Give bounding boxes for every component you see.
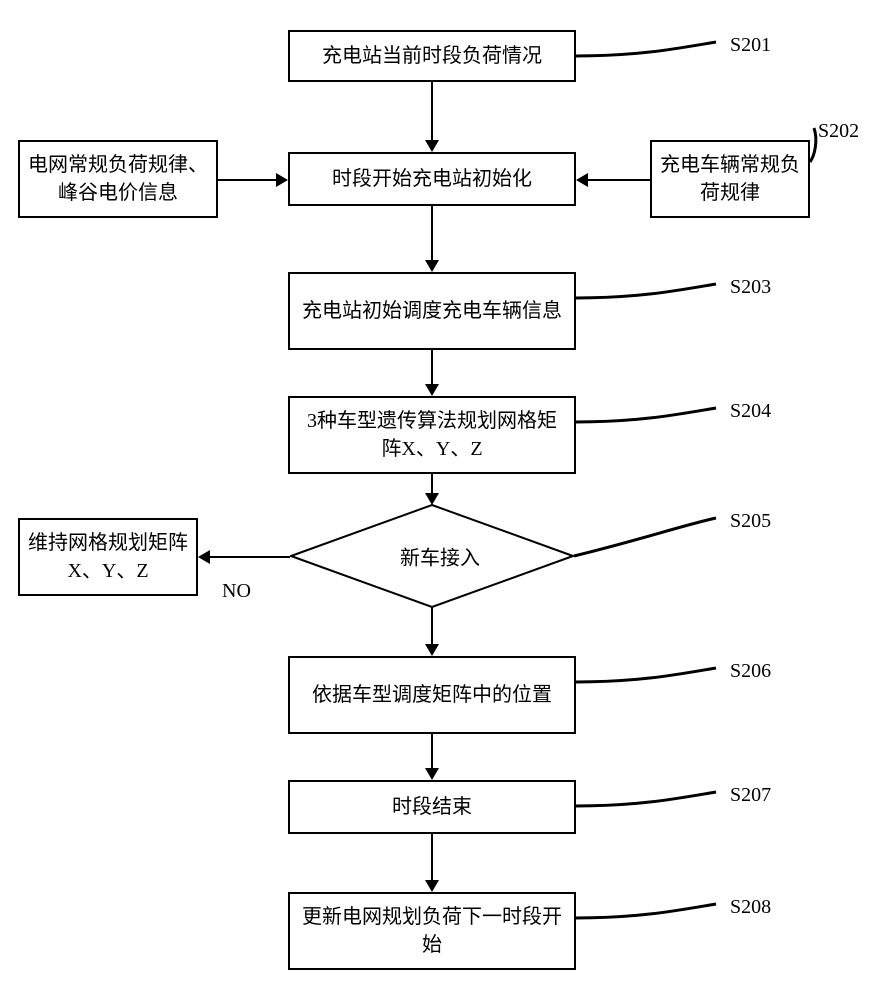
arrow-horizontal [218,179,278,181]
node-text: 依据车型调度矩阵中的位置 [312,681,552,709]
arrow-head-down-icon [425,384,439,396]
arrow-vertical [431,82,433,142]
node-s202: 时段开始充电站初始化 [288,152,576,206]
node-text: 电网常规负荷规律、峰谷电价信息 [28,151,208,207]
node-s201: 充电站当前时段负荷情况 [288,30,576,82]
node-s206: 依据车型调度矩阵中的位置 [288,656,576,734]
arrow-head-down-icon [425,768,439,780]
arrow-vertical [431,206,433,262]
callout-s208 [576,904,716,918]
callout-s207 [576,792,716,806]
arrow-head-down-icon [425,140,439,152]
node-s204: 3种车型遗传算法规划网格矩阵X、Y、Z [288,396,576,474]
arrow-head-down-icon [425,644,439,656]
arrow-head-right-icon [276,173,288,187]
callout-s202 [810,128,816,162]
node-text: 时段结束 [392,793,472,821]
node-s208: 更新电网规划负荷下一时段开始 [288,892,576,970]
node-right-input: 充电车辆常规负荷规律 [650,140,810,218]
callout-s203 [576,284,716,298]
arrow-head-down-icon [425,493,439,505]
arrow-head-down-icon [425,880,439,892]
arrow-head-left-icon [198,550,210,564]
arrow-vertical [431,607,433,646]
callout-s205 [574,518,716,556]
step-label-s206: S206 [730,660,771,683]
node-s203: 充电站初始调度充电车辆信息 [288,272,576,350]
step-label-s204: S204 [730,400,771,423]
node-text: 维持网格规划矩阵X、Y、Z [28,529,188,585]
step-label-s202: S202 [818,120,859,143]
node-s207: 时段结束 [288,780,576,834]
callout-s201 [576,42,716,56]
edge-label-no: NO [222,580,251,603]
node-text: 充电站当前时段负荷情况 [322,42,542,70]
callout-s206 [576,668,716,682]
node-text: 3种车型遗传算法规划网格矩阵X、Y、Z [298,407,566,463]
node-s205-decision: 新车接入 [290,504,574,608]
node-text: 时段开始充电站初始化 [332,165,532,193]
arrow-vertical [431,350,433,386]
arrow-head-down-icon [425,260,439,272]
step-label-s201: S201 [730,34,771,57]
step-label-s207: S207 [730,784,771,807]
arrow-vertical [431,834,433,882]
step-label-s205: S205 [730,510,771,533]
node-text: 更新电网规划负荷下一时段开始 [298,903,566,959]
arrow-vertical [431,734,433,770]
node-text: 充电站初始调度充电车辆信息 [302,297,562,325]
node-no-output: 维持网格规划矩阵X、Y、Z [18,518,198,596]
arrow-horizontal [586,179,650,181]
node-left-input: 电网常规负荷规律、峰谷电价信息 [18,140,218,218]
arrow-vertical [431,474,433,495]
step-label-s208: S208 [730,896,771,919]
arrow-horizontal [208,556,290,558]
arrow-head-left-icon [576,173,588,187]
callout-s204 [576,408,716,422]
node-text: 新车接入 [298,542,582,571]
step-label-s203: S203 [730,276,771,299]
node-text: 充电车辆常规负荷规律 [660,151,800,207]
